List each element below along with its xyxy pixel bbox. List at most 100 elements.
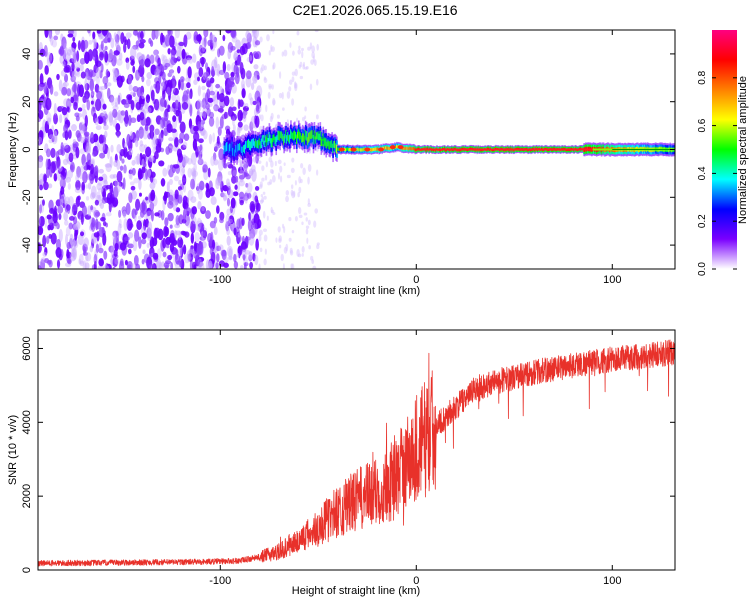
noise-speck bbox=[144, 58, 151, 68]
noise-speck bbox=[197, 261, 204, 267]
noise-speck bbox=[79, 171, 84, 180]
noise-speck bbox=[288, 237, 292, 242]
signal-core bbox=[292, 132, 294, 140]
noise-speck bbox=[200, 206, 207, 215]
noise-speck bbox=[196, 245, 202, 256]
noise-speck bbox=[180, 144, 187, 151]
noise-speck bbox=[168, 69, 175, 74]
noise-speck bbox=[231, 115, 235, 126]
noise-speck bbox=[254, 40, 261, 46]
noise-speck bbox=[78, 253, 84, 265]
noise-speck bbox=[313, 220, 317, 228]
noise-speck bbox=[191, 170, 198, 177]
noise-speck bbox=[216, 205, 220, 214]
signal-core bbox=[235, 145, 237, 153]
noise-speck bbox=[154, 128, 160, 136]
noise-speck bbox=[149, 202, 155, 212]
noise-speck bbox=[196, 34, 202, 42]
noise-speck bbox=[258, 263, 261, 269]
noise-speck bbox=[68, 152, 74, 163]
signal-core bbox=[305, 131, 308, 141]
signal-core bbox=[306, 137, 309, 145]
signal-core bbox=[270, 138, 273, 148]
signal-core bbox=[346, 147, 348, 151]
noise-speck bbox=[243, 124, 249, 131]
noise-speck bbox=[207, 97, 214, 103]
noise-speck bbox=[179, 189, 183, 198]
noise-speck bbox=[56, 259, 61, 269]
noise-speck bbox=[211, 66, 215, 77]
noise-speck bbox=[252, 252, 256, 262]
noise-speck bbox=[75, 115, 80, 122]
noise-speck bbox=[155, 261, 162, 269]
noise-speck bbox=[85, 184, 89, 189]
noise-speck bbox=[231, 83, 237, 94]
noise-speck bbox=[269, 168, 274, 174]
noise-speck bbox=[307, 164, 312, 172]
noise-speck bbox=[196, 99, 202, 112]
x-tick-label: 0 bbox=[413, 575, 419, 587]
noise-speck bbox=[97, 265, 104, 269]
noise-speck bbox=[208, 134, 213, 145]
signal-core bbox=[228, 144, 230, 153]
noise-speck bbox=[162, 167, 168, 177]
noise-speck bbox=[153, 227, 159, 240]
noise-speck bbox=[59, 177, 66, 190]
noise-speck bbox=[213, 146, 218, 152]
signal-core bbox=[414, 148, 417, 152]
noise-speck bbox=[159, 97, 166, 108]
signal-core bbox=[395, 144, 398, 148]
signal-core bbox=[252, 138, 255, 146]
colorbar-tick-label: 0.2 bbox=[697, 214, 708, 228]
noise-speck bbox=[58, 165, 63, 172]
signal-core bbox=[336, 144, 338, 154]
noise-speck bbox=[148, 37, 152, 45]
noise-speck bbox=[243, 192, 249, 201]
noise-speck bbox=[146, 71, 153, 80]
y-tick-label: 2000 bbox=[21, 484, 33, 508]
noise-speck bbox=[106, 87, 111, 99]
noise-speck bbox=[105, 212, 112, 217]
noise-speck bbox=[207, 167, 211, 178]
signal-core bbox=[344, 147, 346, 151]
noise-speck bbox=[74, 230, 78, 241]
noise-speck bbox=[146, 78, 151, 87]
noise-speck bbox=[153, 98, 160, 111]
noise-speck bbox=[232, 169, 237, 177]
noise-speck bbox=[44, 30, 49, 38]
signal-core bbox=[355, 147, 358, 152]
signal-core bbox=[327, 139, 329, 147]
noise-speck bbox=[97, 180, 103, 186]
y-tick-label: 40 bbox=[21, 48, 33, 60]
signal-core bbox=[248, 140, 251, 150]
noise-speck bbox=[216, 253, 220, 263]
noise-speck bbox=[90, 100, 94, 105]
noise-speck bbox=[42, 199, 45, 206]
noise-speck bbox=[191, 169, 196, 180]
spectrogram-x-axis-label: Height of straight line (km) bbox=[292, 285, 420, 297]
noise-speck bbox=[77, 195, 81, 201]
noise-speck bbox=[301, 50, 304, 59]
noise-speck bbox=[51, 39, 58, 48]
noise-speck bbox=[212, 132, 216, 143]
noise-speck bbox=[308, 245, 311, 250]
noise-speck bbox=[235, 180, 241, 193]
noise-speck bbox=[126, 150, 133, 160]
noise-speck bbox=[204, 71, 210, 78]
signal-core bbox=[247, 140, 249, 149]
signal-core bbox=[275, 136, 278, 147]
signal-core bbox=[241, 146, 243, 154]
noise-speck bbox=[268, 83, 273, 88]
signal-core bbox=[273, 133, 276, 141]
noise-speck bbox=[227, 76, 235, 86]
noise-speck bbox=[57, 205, 64, 214]
noise-speck bbox=[95, 67, 101, 79]
noise-speck bbox=[112, 257, 118, 268]
noise-speck bbox=[213, 37, 218, 43]
noise-speck bbox=[71, 70, 77, 81]
signal-core bbox=[295, 131, 297, 139]
y-tick-label: -40 bbox=[21, 237, 33, 253]
noise-speck bbox=[126, 218, 133, 231]
noise-speck bbox=[225, 30, 232, 34]
